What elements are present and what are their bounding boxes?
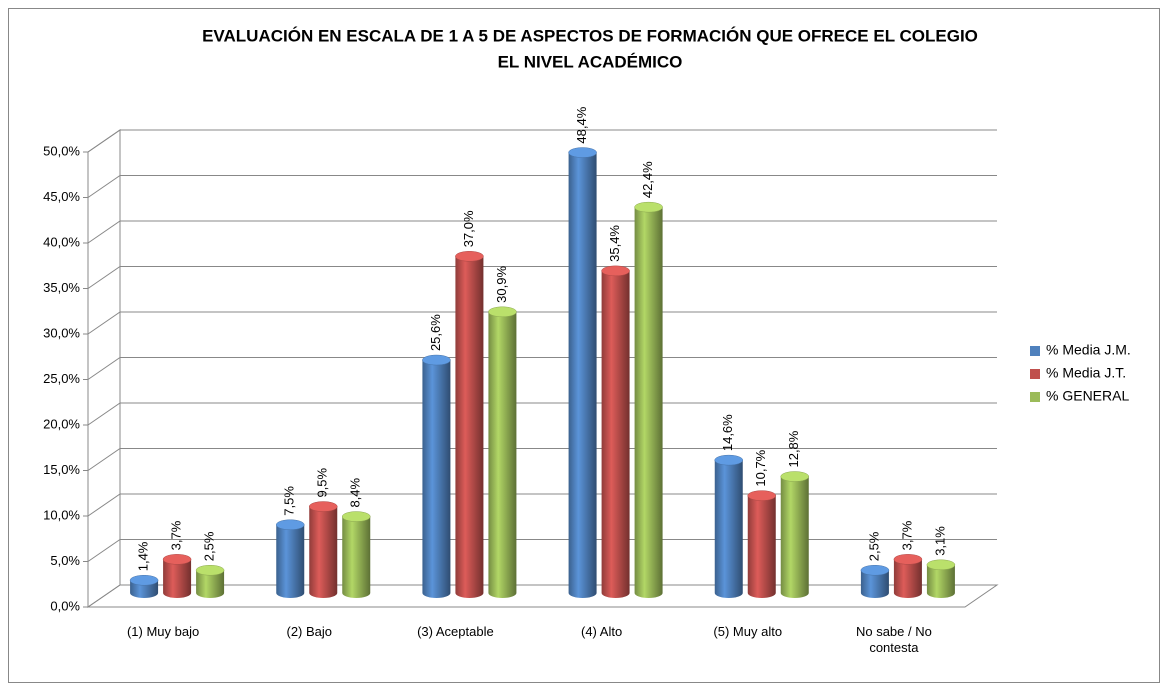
- bar: [634, 201, 663, 598]
- bar: [276, 519, 305, 598]
- grid-line: [87, 357, 997, 380]
- value-label: 35,4%: [607, 225, 622, 262]
- legend-label: % Media J.T.: [1046, 365, 1126, 381]
- grid-line: [87, 311, 997, 335]
- grid-line: [87, 584, 997, 608]
- bar: [893, 554, 923, 598]
- bar: [162, 554, 192, 598]
- grid-line: [87, 129, 997, 153]
- value-label: 3,1%: [932, 526, 947, 556]
- y-tick-label: 50,0%: [43, 143, 80, 158]
- value-label: 8,4%: [348, 477, 363, 507]
- value-label: 25,6%: [428, 314, 443, 351]
- bar: [488, 306, 517, 598]
- value-label: 3,7%: [169, 520, 184, 550]
- grid-line: [87, 448, 997, 471]
- value-label: 48,4%: [574, 106, 589, 143]
- x-tick-label: (3) Aceptable: [417, 624, 494, 639]
- grid-line: [87, 539, 997, 562]
- bar: [780, 471, 809, 598]
- grid-line: [87, 175, 997, 198]
- bar: [422, 354, 451, 598]
- y-tick-label: 35,0%: [43, 280, 80, 295]
- legend-label: % Media J.M.: [1046, 342, 1131, 358]
- y-tick-label: 30,0%: [43, 325, 80, 340]
- y-tick-label: 25,0%: [43, 371, 80, 386]
- value-label: 14,6%: [720, 414, 735, 451]
- x-tick-label: (2) Bajo: [286, 624, 333, 639]
- value-label: 2,5%: [202, 531, 217, 561]
- value-label: 3,7%: [899, 520, 914, 550]
- y-tick-label: 5,0%: [50, 553, 80, 568]
- y-tick-label: 0,0%: [50, 598, 80, 613]
- bar: [860, 565, 890, 598]
- value-label: 30,9%: [494, 266, 509, 303]
- legend-label: % GENERAL: [1046, 388, 1129, 404]
- value-label: 2,5%: [866, 531, 881, 561]
- bar: [129, 575, 159, 598]
- y-tick-label: 45,0%: [43, 189, 80, 204]
- bar: [455, 251, 484, 598]
- bar: [568, 147, 597, 598]
- bar: [747, 490, 776, 598]
- bar: [342, 511, 371, 598]
- bar: [926, 559, 956, 598]
- legend-swatch: [1030, 392, 1040, 402]
- bar: [601, 265, 630, 598]
- bar: [714, 454, 743, 598]
- x-tick-label: (4) Alto: [580, 624, 623, 639]
- bar: [195, 565, 225, 598]
- value-label: 10,7%: [753, 449, 768, 486]
- value-label: 7,5%: [282, 486, 297, 516]
- value-label: 37,0%: [461, 210, 476, 247]
- x-tick-label: (5) Muy alto: [713, 624, 783, 639]
- y-tick-label: 10,0%: [43, 507, 80, 522]
- legend-swatch: [1030, 369, 1040, 379]
- bar: [309, 501, 338, 598]
- grid-line: [87, 493, 997, 517]
- y-tick-label: 20,0%: [43, 416, 80, 431]
- x-tick-label: (1) Muy bajo: [126, 624, 200, 639]
- y-tick-label: 40,0%: [43, 234, 80, 249]
- value-label: 1,4%: [136, 541, 151, 571]
- y-tick-label: 15,0%: [43, 462, 80, 477]
- grid-line: [87, 402, 997, 426]
- value-label: 12,8%: [786, 430, 801, 467]
- chart-title: EVALUACIÓN EN ESCALA DE 1 A 5 DE ASPECTO…: [202, 26, 978, 45]
- chart-subtitle: EL NIVEL ACADÉMICO: [498, 52, 683, 71]
- grid-line: [87, 266, 997, 289]
- legend-swatch: [1030, 346, 1040, 356]
- value-label: 42,4%: [640, 161, 655, 198]
- value-label: 9,5%: [315, 467, 330, 497]
- grid-line: [87, 220, 997, 244]
- x-tick-label: No sabe / No contesta: [855, 624, 932, 655]
